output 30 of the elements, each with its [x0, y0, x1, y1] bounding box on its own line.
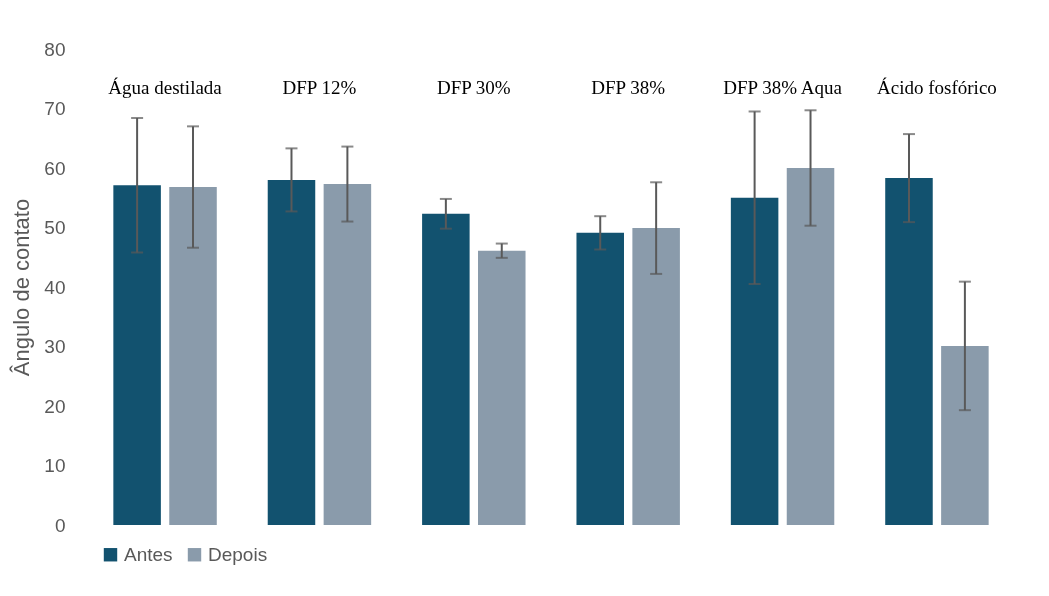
- y-tick-label: 0: [54, 514, 66, 536]
- bar: [885, 178, 933, 525]
- x-tick-label: Água destilada: [108, 76, 223, 98]
- legend-label: Depois: [208, 543, 268, 565]
- y-tick-label: 10: [44, 455, 66, 476]
- legend-label: Antes: [124, 543, 173, 565]
- bar: [632, 228, 680, 525]
- bar: [730, 197, 779, 525]
- bar: [323, 184, 372, 525]
- y-tick-label: 50: [44, 217, 66, 238]
- x-tick-label: DFP 38% Aqua: [723, 76, 843, 98]
- y-tick-label: 30: [44, 336, 66, 357]
- bar: [941, 345, 989, 525]
- bar: [478, 250, 526, 525]
- y-tick-label: 40: [44, 276, 66, 298]
- bar: [576, 232, 624, 525]
- x-tick-label: DFP 38%: [591, 76, 666, 98]
- bar: [267, 179, 316, 525]
- bar: [113, 185, 161, 525]
- bar: [169, 187, 217, 525]
- bar: [786, 168, 835, 525]
- bar: [422, 213, 470, 525]
- y-tick-label: 80: [44, 38, 66, 60]
- y-axis-title: Ângulo de contato: [9, 198, 35, 377]
- x-tick-label: DFP 30%: [436, 76, 511, 98]
- y-tick-label: 20: [44, 395, 66, 417]
- x-tick-label: DFP 12%: [282, 76, 357, 98]
- y-tick-label: 70: [44, 98, 66, 119]
- x-tick-label: Ácido fosfórico: [877, 76, 997, 98]
- y-tick-label: 60: [44, 157, 66, 179]
